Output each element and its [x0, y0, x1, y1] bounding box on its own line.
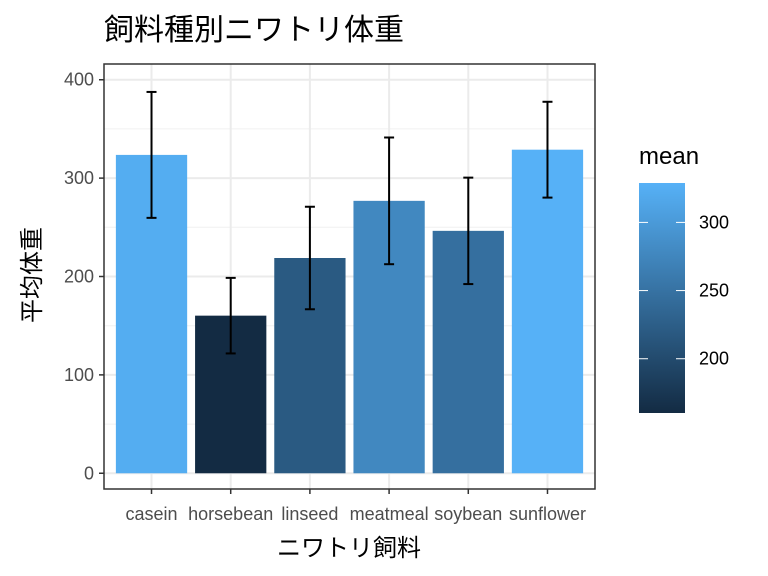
y-tick-label: 300: [64, 168, 94, 188]
legend-colorbar: [639, 183, 685, 413]
error-bar-soybean: [463, 176, 474, 286]
x-tick-label-horsebean: horsebean: [188, 504, 273, 524]
bar-sunflower: [511, 149, 584, 474]
y-tick-label: 200: [64, 267, 94, 287]
error-bar-horsebean: [225, 276, 236, 355]
y-tick-label: 100: [64, 365, 94, 385]
plot-panel: 0 100 200 300 400 casein horsebean linseed meatm…: [64, 63, 596, 524]
x-axis-title: ニワトリ飼料: [277, 534, 421, 562]
x-tick-label-soybean: soybean: [434, 504, 502, 524]
y-tick-label: 400: [64, 70, 94, 90]
error-bar-meatmeal: [384, 136, 395, 266]
panel-border: [103, 63, 596, 490]
legend-tick-label: 250: [699, 281, 729, 301]
legend-tick-label: 200: [699, 349, 729, 369]
error-bar-sunflower: [542, 100, 553, 199]
x-tick-label-sunflower: sunflower: [509, 504, 586, 524]
error-bar-linseed: [304, 205, 315, 311]
x-tick-label-casein: casein: [126, 504, 178, 524]
error-bar-casein: [146, 90, 157, 219]
legend-ticks: 200 250 300: [639, 212, 729, 369]
chart-title: 飼料種別ニワトリ体重: [104, 13, 404, 48]
x-tick-label-meatmeal: meatmeal: [350, 504, 429, 524]
x-tick-label-linseed: linseed: [281, 504, 338, 524]
y-axis-title: 平均体重: [18, 227, 46, 323]
legend-title: mean: [639, 143, 699, 170]
color-legend: mean 200 250 300: [639, 143, 729, 413]
y-tick-label: 0: [84, 463, 94, 483]
legend-tick-label: 300: [699, 212, 729, 232]
